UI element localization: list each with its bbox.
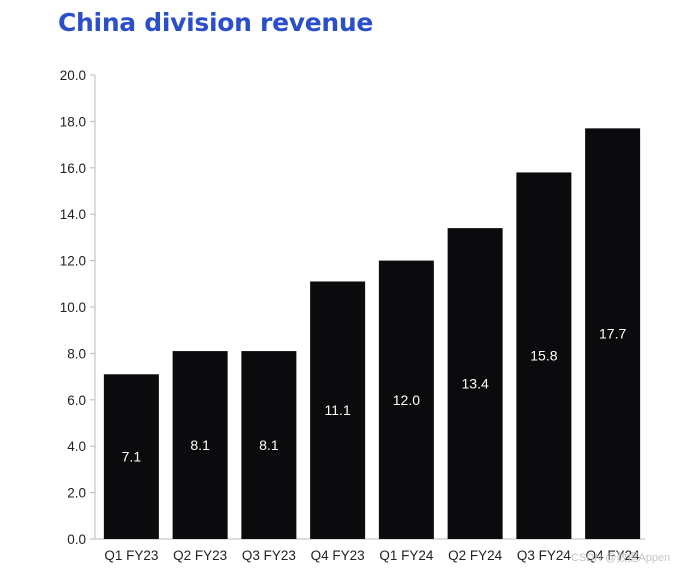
x-tick-label: Q1 FY24: [379, 548, 434, 563]
bar: [241, 351, 297, 539]
y-tick-label: 12.0: [60, 254, 86, 269]
axes: 0.0 2.0 4.0 6.0 8.0 10.0 12.0 14.0 16.0 18.0 20.0: [60, 68, 645, 547]
y-tick-label: 4.0: [67, 439, 86, 454]
bar: [447, 228, 503, 539]
x-tick-label: Q2 FY24: [448, 548, 503, 563]
y-tick-label: 10.0: [60, 300, 86, 315]
bar-value-label: 17.7: [599, 326, 626, 342]
y-tick-label: 2.0: [67, 486, 86, 501]
chart-title: China division revenue: [58, 8, 374, 37]
bar-value-label: 7.1: [122, 449, 142, 465]
y-tick-label: 14.0: [60, 207, 86, 222]
x-tick-label: Q4 FY24: [586, 548, 641, 563]
bar: [516, 172, 572, 539]
bar-value-label: 8.1: [190, 437, 210, 453]
bar-value-label: 8.1: [259, 437, 279, 453]
y-tick-label: 20.0: [60, 68, 86, 83]
x-tick-label: Q3 FY23: [242, 548, 296, 563]
labels: 7.1 Q1 FY23 8.1 Q2 FY23 8.1 Q3 FY23 11.1 Q4 FY2…: [104, 326, 640, 563]
bar-value-label: 11.1: [325, 402, 351, 418]
y-tick-label: 18.0: [60, 114, 86, 129]
bar: [310, 281, 366, 539]
bar: [103, 374, 159, 539]
bar: [378, 260, 434, 539]
bar-value-label: 13.4: [462, 376, 489, 392]
y-tick-label: 0.0: [67, 532, 86, 547]
y-tick-label: 6.0: [67, 393, 86, 408]
x-tick-label: Q1 FY23: [104, 548, 158, 563]
x-tick-label: Q3 FY24: [517, 548, 572, 563]
bar-value-label: 15.8: [530, 348, 557, 364]
bar: [585, 128, 641, 540]
y-tick-label: 8.0: [67, 346, 86, 361]
x-tick-label: Q4 FY23: [311, 548, 365, 563]
bar: [172, 351, 228, 539]
y-tick-label: 16.0: [60, 161, 86, 176]
x-tick-label: Q2 FY23: [173, 548, 227, 563]
bar-value-label: 12.0: [393, 392, 420, 408]
watermark: CSDN @数据Appen: [571, 552, 671, 564]
bars: [103, 128, 641, 540]
